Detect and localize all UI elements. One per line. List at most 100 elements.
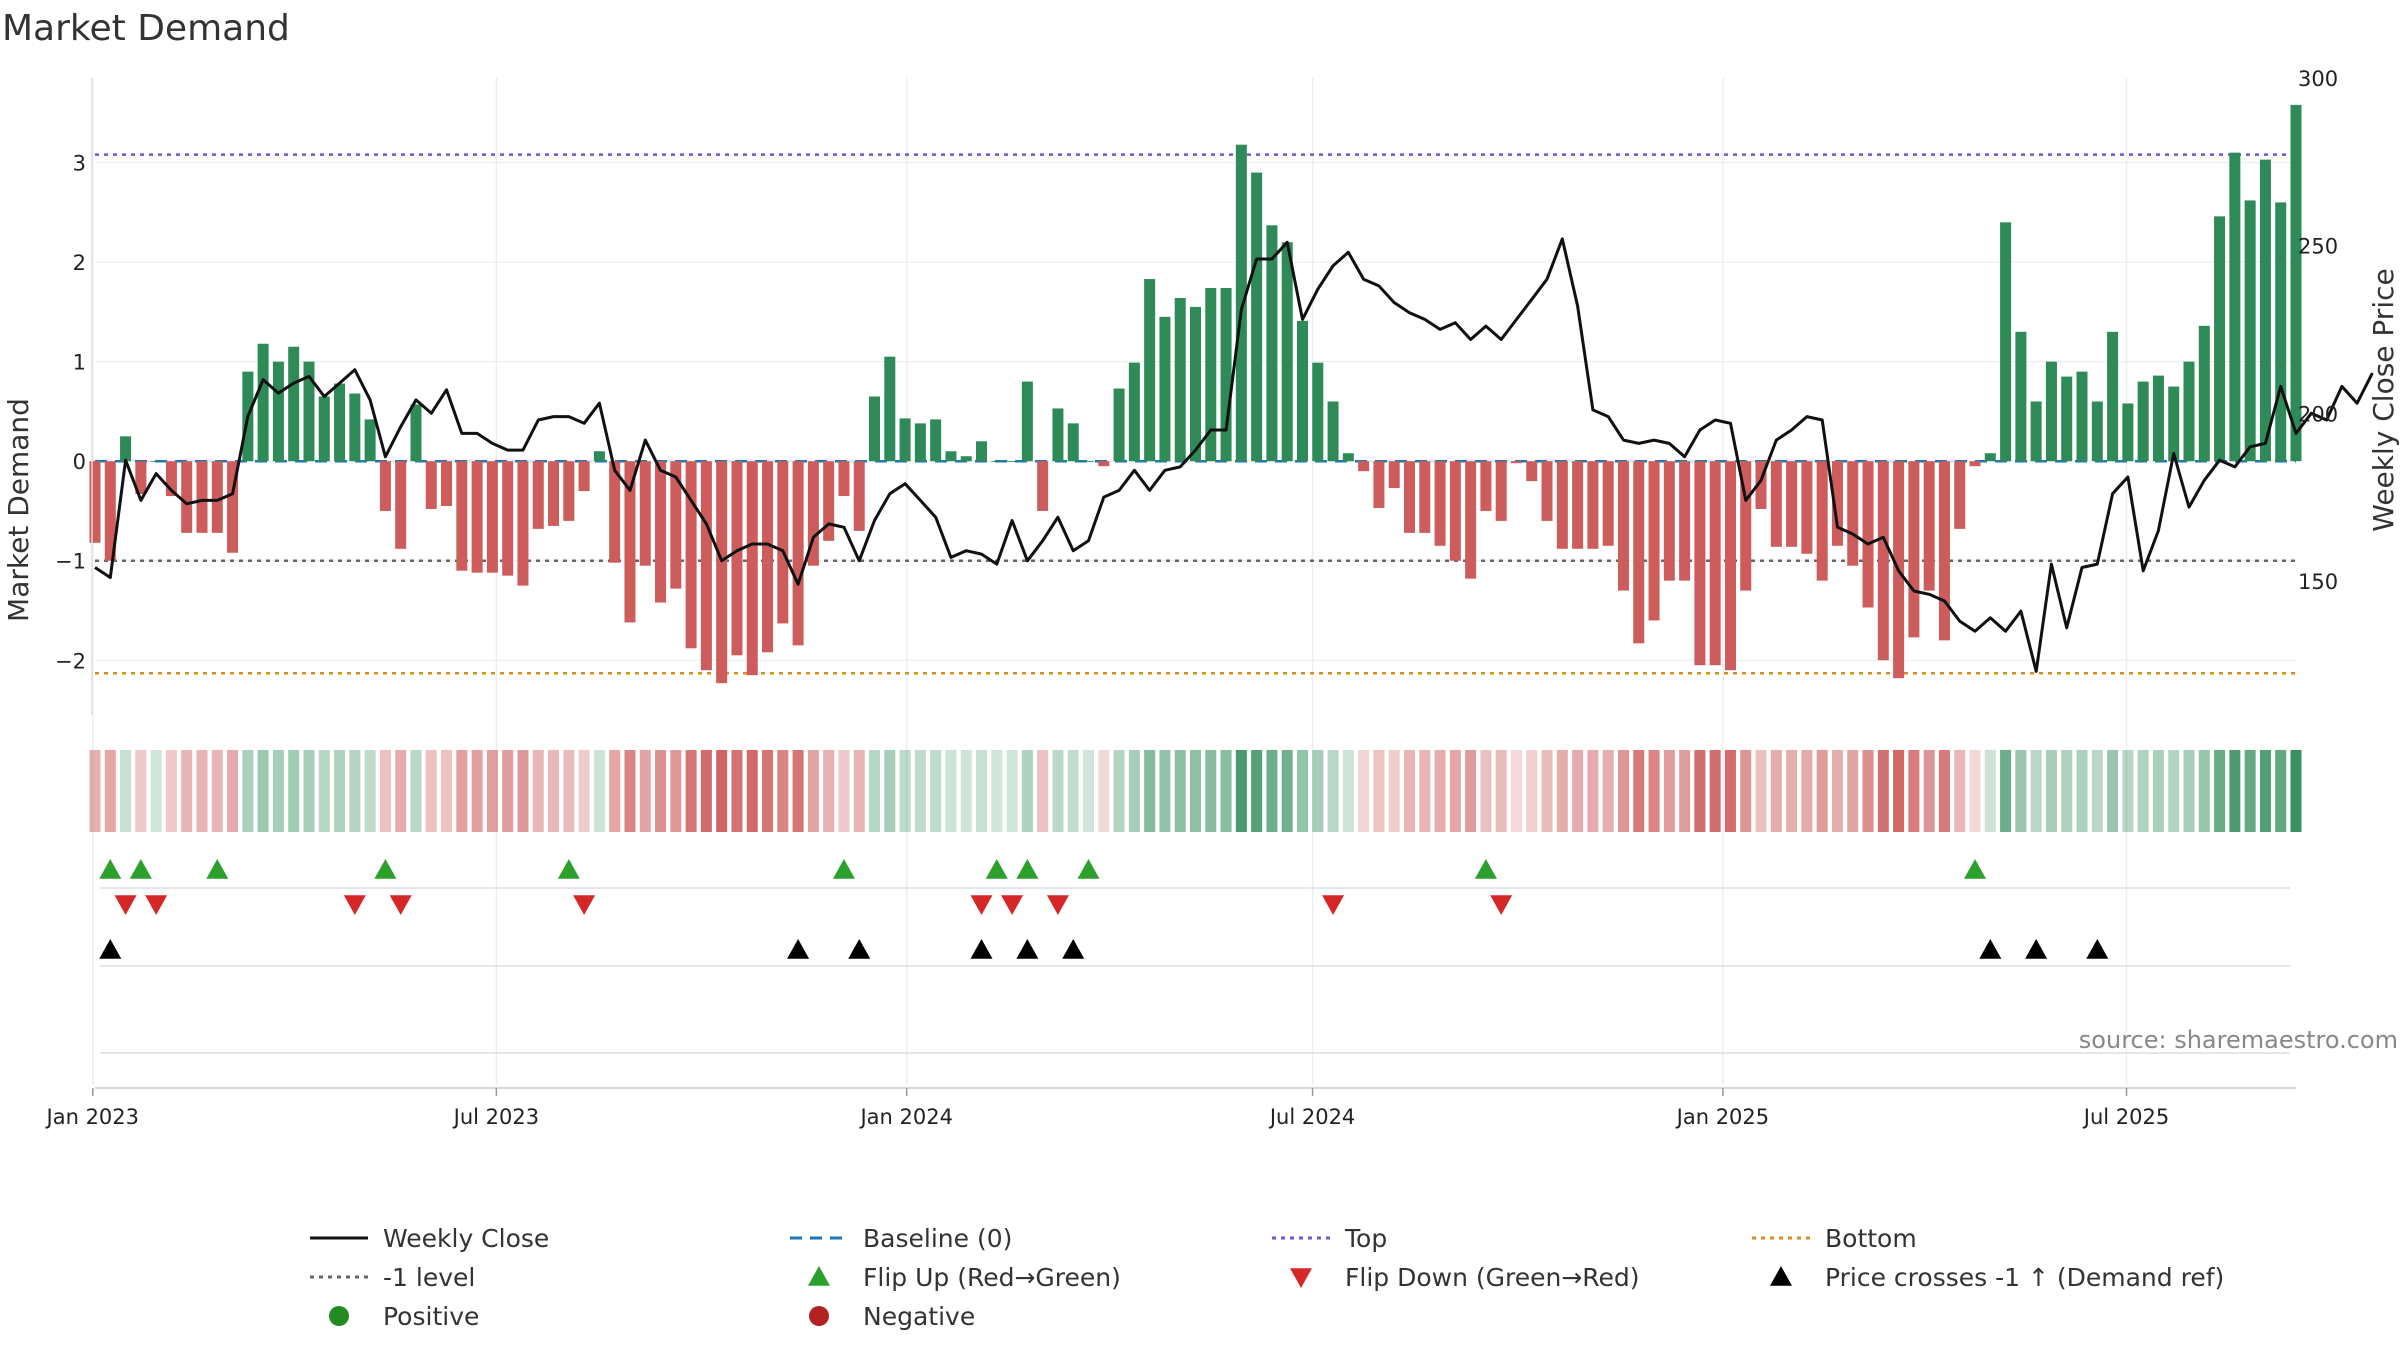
heat-cell [609, 750, 621, 832]
heat-cell [1465, 750, 1477, 832]
demand-bar [1740, 461, 1752, 591]
demand-bar [1419, 461, 1431, 533]
heat-cell [670, 750, 682, 832]
heat-cell [2076, 750, 2088, 832]
heat-cell [89, 750, 101, 832]
demand-heat-strip [89, 750, 2302, 832]
heat-cell [1266, 750, 1278, 832]
heat-cell [1984, 750, 1996, 832]
legend-label: Negative [863, 1302, 975, 1331]
demand-bar [1709, 461, 1721, 666]
price-cross-marker [848, 939, 871, 959]
heat-cell [2122, 750, 2134, 832]
demand-bar [700, 461, 712, 671]
heat-cell [1205, 750, 1217, 832]
legend-swatch [329, 1306, 349, 1326]
demand-bar [150, 461, 162, 462]
demand-bar [762, 461, 774, 653]
demand-bar [165, 461, 177, 497]
heat-cell [1526, 750, 1538, 832]
demand-bar [1938, 461, 1950, 641]
heat-cell [1281, 750, 1293, 832]
chart-title: Market Demand [2, 8, 290, 49]
demand-bar [914, 423, 926, 462]
heat-cell [1067, 750, 1079, 832]
demand-bar [1633, 461, 1645, 644]
flip-down-marker [573, 895, 596, 915]
flip-up-marker [557, 859, 580, 879]
heat-cell [364, 750, 376, 832]
demand-bar [2168, 386, 2180, 462]
heat-cell [1510, 750, 1522, 832]
legend-label: -1 level [383, 1263, 475, 1292]
demand-bars [89, 104, 2302, 684]
x-tick-label: Jul 2025 [2082, 1105, 2169, 1129]
y-tick-left: 0 [73, 450, 86, 474]
heat-cell [1862, 750, 1874, 832]
demand-bar [1480, 461, 1492, 511]
demand-bar [1862, 461, 1874, 608]
demand-bar [2045, 361, 2057, 462]
flip-up-marker [832, 859, 855, 879]
gridlines [92, 78, 2296, 1085]
demand-bar [1296, 320, 1308, 462]
demand-bar [2015, 331, 2027, 462]
heat-cell [1449, 750, 1461, 832]
heat-cell [853, 750, 865, 832]
heat-cell [2198, 750, 2210, 832]
demand-bar [1908, 461, 1920, 638]
flip-down-marker [145, 895, 168, 915]
heat-cell [899, 750, 911, 832]
demand-bar [288, 346, 300, 462]
demand-bar [1174, 297, 1186, 462]
demand-bar [2290, 104, 2302, 462]
x-tick-label: Jan 2023 [45, 1105, 140, 1129]
heat-cell [1617, 750, 1629, 832]
demand-bar [425, 461, 437, 509]
flip-down-marker [1001, 895, 1024, 915]
demand-bar [716, 461, 728, 684]
demand-bar [1602, 461, 1614, 546]
demand-bar [1510, 461, 1522, 464]
y-tick-left: −2 [55, 649, 86, 673]
demand-bar [1006, 461, 1018, 462]
demand-bar [1067, 423, 1079, 462]
demand-bar [1281, 242, 1293, 462]
heat-cell [334, 750, 346, 832]
demand-bar [104, 461, 116, 561]
demand-bar [2275, 202, 2287, 462]
demand-bar [227, 461, 239, 553]
demand-bar [2259, 159, 2271, 462]
price-series [94, 237, 2374, 673]
legend-label: Baseline (0) [863, 1224, 1012, 1253]
demand-bar [1724, 461, 1736, 671]
heat-cell [1877, 750, 1889, 832]
demand-bar [960, 456, 972, 462]
heat-cell [807, 750, 819, 832]
heat-cell [242, 750, 254, 832]
legend-label: Price crosses -1 ↑ (Demand ref) [1825, 1263, 2224, 1292]
demand-bar [1969, 461, 1981, 467]
demand-bar [2229, 152, 2241, 462]
heat-cell [593, 750, 605, 832]
demand-bar [2061, 376, 2073, 462]
heat-cell [1434, 750, 1446, 832]
y-tick-left: 2 [73, 251, 86, 275]
heat-cell [1174, 750, 1186, 832]
heat-cell [1770, 750, 1782, 832]
x-axis: Jan 2023 Jul 2023 Jan 2024 Jul 2024 Jan 2025… [45, 1087, 2296, 1129]
demand-bar [1541, 461, 1553, 521]
demand-bar [379, 461, 391, 511]
demand-bar [532, 461, 544, 529]
heat-cell [2045, 750, 2057, 832]
heat-cell [2000, 750, 2012, 832]
legend-label: Flip Up (Red→Green) [863, 1263, 1121, 1292]
heat-cell [1740, 750, 1752, 832]
heat-cell [823, 750, 835, 832]
demand-bar [410, 404, 422, 462]
heat-cell [960, 750, 972, 832]
heat-cell [1480, 750, 1492, 832]
heat-cell [272, 750, 284, 832]
flip-up-marker [1016, 859, 1039, 879]
legend-label: Flip Down (Green→Red) [1345, 1263, 1640, 1292]
